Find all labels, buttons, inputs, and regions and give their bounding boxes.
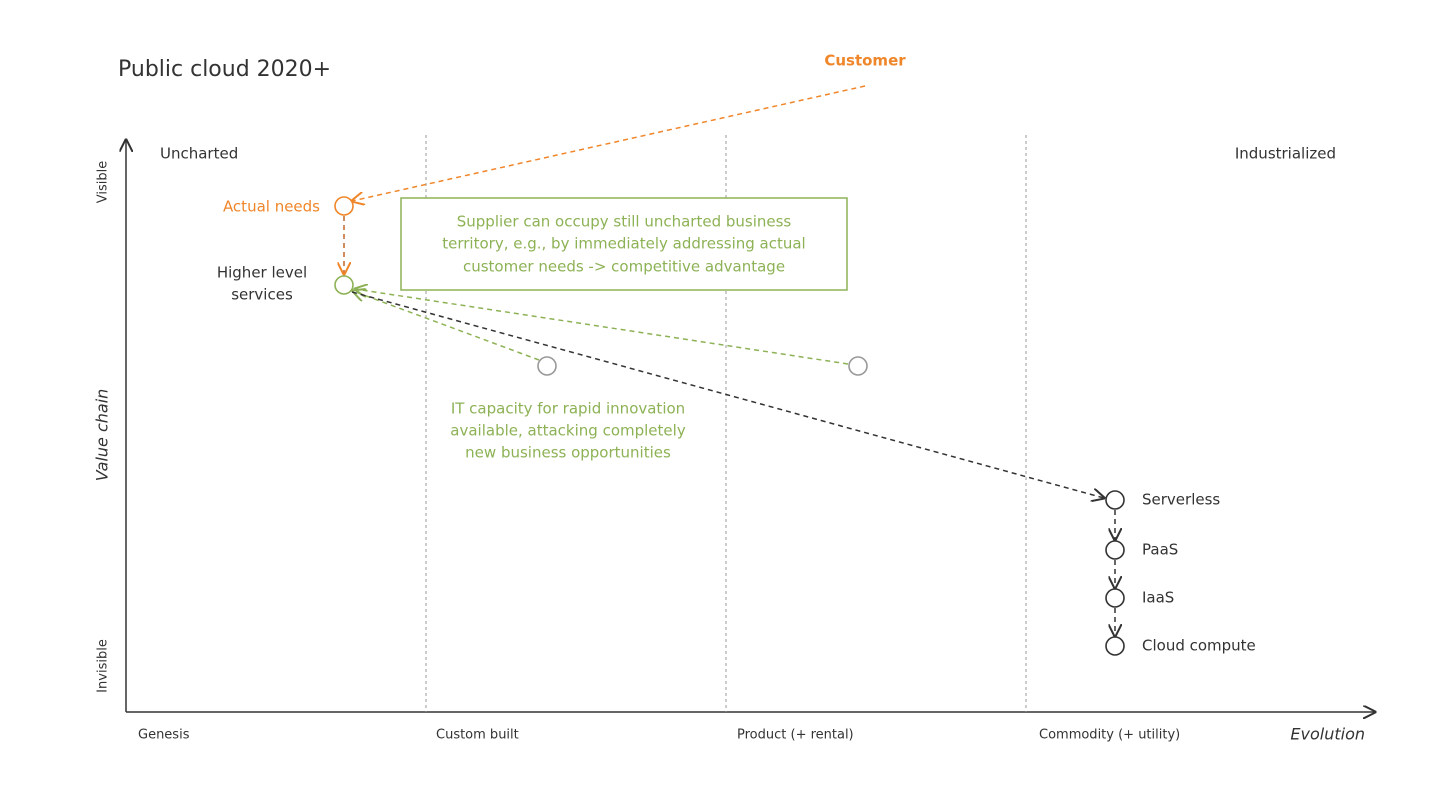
node xyxy=(1105,636,1125,656)
stage-label: Product (+ rental) xyxy=(737,728,854,743)
node xyxy=(1105,588,1125,608)
node xyxy=(848,356,868,376)
node xyxy=(537,356,557,376)
node-label: Actual needs xyxy=(223,198,320,216)
stage-label: Genesis xyxy=(138,728,190,743)
node-label: Cloud compute xyxy=(1142,637,1256,655)
annotation-text: new business opportunities xyxy=(465,444,671,462)
region-label: Industrialized xyxy=(1235,145,1336,163)
annotation-text: Supplier can occupy still uncharted busi… xyxy=(457,213,792,231)
node xyxy=(334,275,354,295)
node-label: PaaS xyxy=(1142,541,1178,559)
y-bottom-label: Invisible xyxy=(96,639,111,693)
annotation-box xyxy=(400,197,848,291)
node-label: Higher level xyxy=(217,264,307,282)
node xyxy=(1105,490,1125,510)
title: Public cloud 2020+ xyxy=(118,57,331,82)
customer-label: Customer xyxy=(824,52,906,70)
x-axis-label: Evolution xyxy=(1290,725,1365,744)
y-top-label: Visible xyxy=(96,161,111,203)
node-label: Serverless xyxy=(1142,491,1220,509)
node xyxy=(1105,540,1125,560)
node-label: services xyxy=(231,286,293,304)
annotation-text: IT capacity for rapid innovation xyxy=(451,400,685,418)
link xyxy=(355,289,849,365)
link xyxy=(351,291,1104,498)
link xyxy=(353,291,540,361)
annotation-text: territory, e.g., by immediately addressi… xyxy=(442,235,805,253)
region-label: Uncharted xyxy=(160,145,238,163)
stage-label: Custom built xyxy=(436,728,519,743)
node-label: IaaS xyxy=(1142,589,1174,607)
y-axis-label: Value chain xyxy=(93,389,112,482)
annotation-text: customer needs -> competitive advantage xyxy=(463,258,785,276)
stage-label: Commodity (+ utility) xyxy=(1039,728,1180,743)
link xyxy=(352,85,866,201)
node xyxy=(334,196,354,216)
annotation-text: available, attacking completely xyxy=(450,422,686,440)
